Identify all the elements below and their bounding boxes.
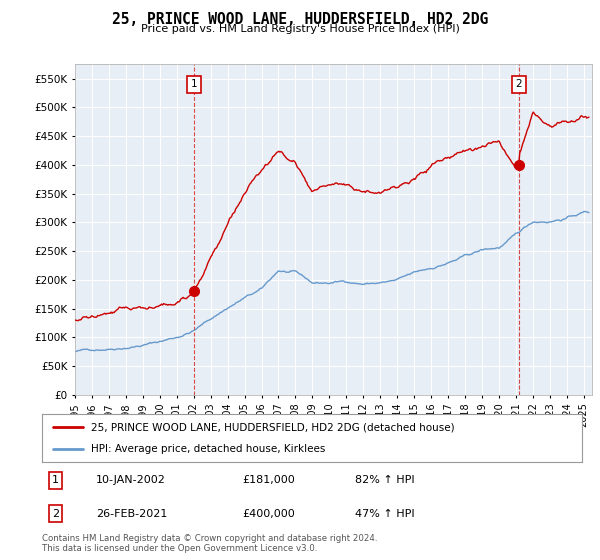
Text: £400,000: £400,000	[242, 509, 295, 519]
Text: 2: 2	[52, 509, 59, 519]
Text: 47% ↑ HPI: 47% ↑ HPI	[355, 509, 415, 519]
Text: 1: 1	[191, 79, 197, 89]
Text: £181,000: £181,000	[242, 475, 295, 485]
Text: 26-FEB-2021: 26-FEB-2021	[96, 509, 167, 519]
Text: Price paid vs. HM Land Registry's House Price Index (HPI): Price paid vs. HM Land Registry's House …	[140, 24, 460, 34]
Text: 10-JAN-2002: 10-JAN-2002	[96, 475, 166, 485]
Text: 82% ↑ HPI: 82% ↑ HPI	[355, 475, 415, 485]
Text: 25, PRINCE WOOD LANE, HUDDERSFIELD, HD2 2DG (detached house): 25, PRINCE WOOD LANE, HUDDERSFIELD, HD2 …	[91, 422, 454, 432]
Text: Contains HM Land Registry data © Crown copyright and database right 2024.
This d: Contains HM Land Registry data © Crown c…	[42, 534, 377, 553]
Text: 2: 2	[515, 79, 522, 89]
Text: HPI: Average price, detached house, Kirklees: HPI: Average price, detached house, Kirk…	[91, 444, 325, 454]
Text: 1: 1	[52, 475, 59, 485]
Text: 25, PRINCE WOOD LANE, HUDDERSFIELD, HD2 2DG: 25, PRINCE WOOD LANE, HUDDERSFIELD, HD2 …	[112, 12, 488, 27]
